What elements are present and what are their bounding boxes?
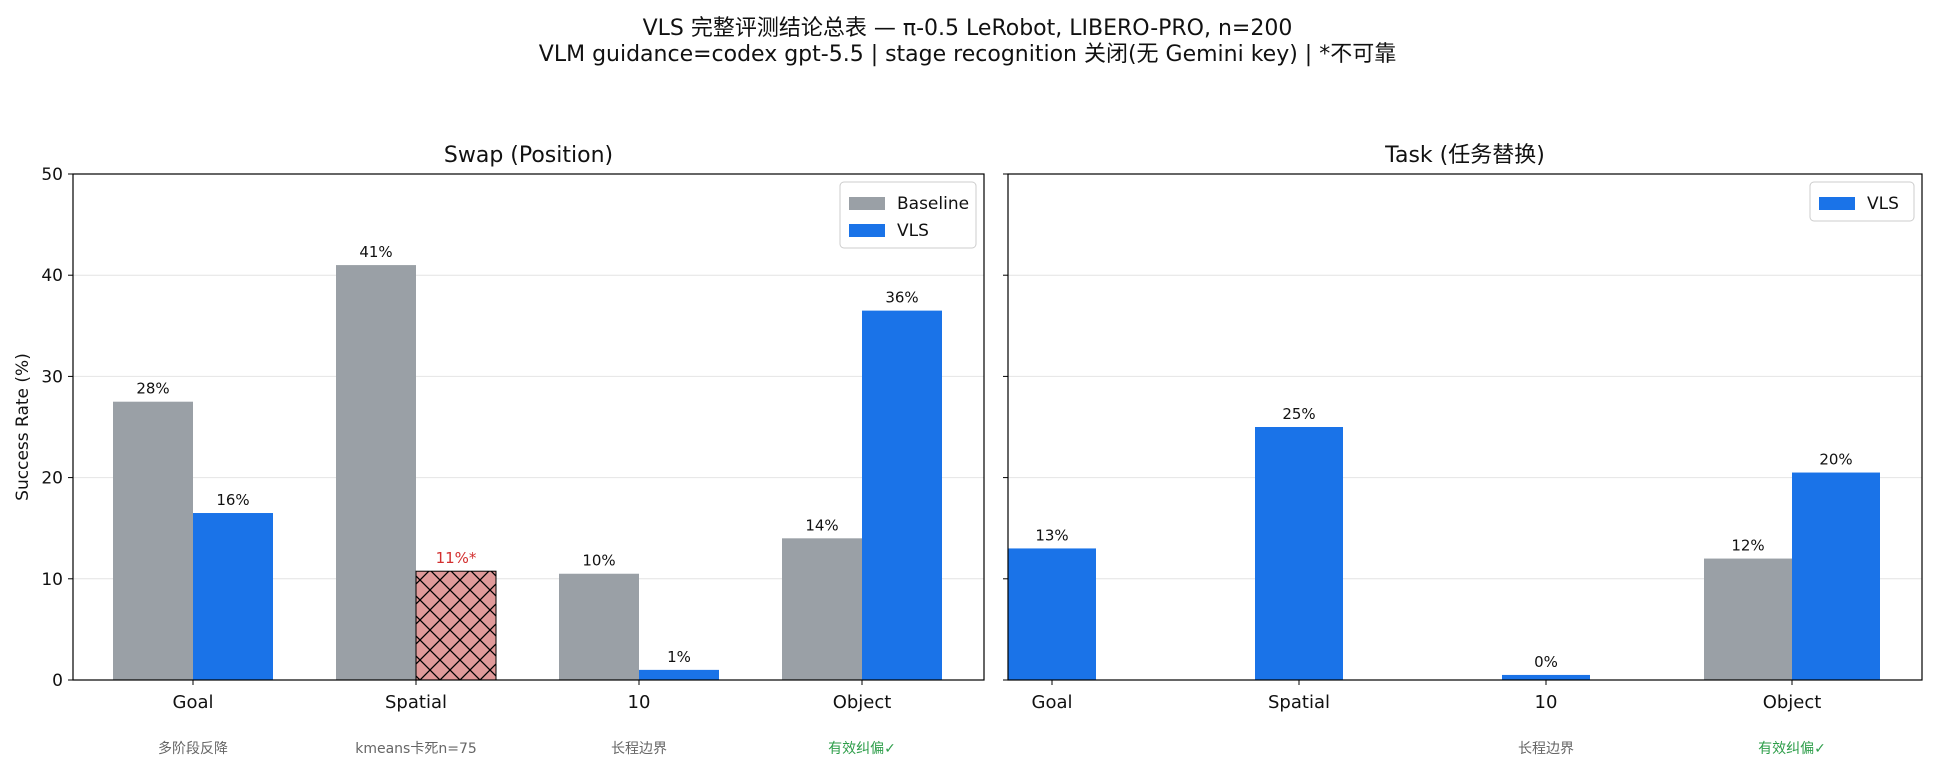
category-note: 长程边界 bbox=[1518, 741, 1574, 757]
bar-vls-10 bbox=[1502, 674, 1590, 680]
legend-box bbox=[1809, 181, 1915, 222]
y-tick-label: 30 bbox=[41, 367, 63, 387]
plot-frame bbox=[1007, 173, 1923, 681]
y-tick-label: 50 bbox=[41, 165, 63, 185]
bar-vls-Spatial bbox=[415, 570, 497, 681]
bar-baseline-Object bbox=[782, 538, 862, 680]
bar-vls-Spatial bbox=[1255, 427, 1343, 680]
bar-label-baseline: 41% bbox=[359, 243, 392, 261]
legend-label: VLS bbox=[897, 221, 929, 241]
bar-baseline-Spatial bbox=[336, 265, 416, 680]
category-note: 长程边界 bbox=[611, 741, 667, 757]
panel-title: Swap (Position) bbox=[444, 143, 613, 168]
bar-label-baseline: 12% bbox=[1731, 537, 1764, 555]
x-tick-label: Object bbox=[833, 692, 892, 713]
bar-label-vls: 20% bbox=[1819, 451, 1852, 469]
category-note: 多阶段反降 bbox=[158, 740, 228, 757]
x-tick-label: Spatial bbox=[385, 692, 447, 713]
y-tick-label: 20 bbox=[41, 469, 63, 489]
plot-frame bbox=[72, 173, 985, 681]
legend-swatch-vls bbox=[1819, 197, 1855, 210]
y-tick-label: 0 bbox=[52, 671, 63, 691]
bar-label-baseline: 28% bbox=[136, 380, 169, 398]
x-tick-label: Goal bbox=[1032, 692, 1073, 713]
legend-swatch-baseline bbox=[849, 197, 885, 210]
bar-label-baseline: 10% bbox=[582, 552, 615, 570]
bar-baseline-10 bbox=[559, 573, 639, 680]
x-tick-label: Goal bbox=[173, 692, 214, 713]
bar-label-vls: 16% bbox=[216, 491, 249, 509]
category-note: 有效纠偏✓ bbox=[1758, 741, 1826, 757]
bar-vls-Object bbox=[862, 310, 942, 680]
bar-label-vls: 13% bbox=[1035, 526, 1068, 544]
legend: VLS bbox=[1809, 181, 1915, 222]
category-note: kmeans卡死n=75 bbox=[355, 741, 477, 757]
y-axis-label: Success Rate (%) bbox=[13, 353, 33, 501]
legend-swatch-vls bbox=[849, 224, 885, 237]
bar-label-vls: 25% bbox=[1282, 405, 1315, 423]
chart-panel-2: Task (任务替换) 13% Goal 25% Spatial 0% 10 长程边界 12% 2… bbox=[1003, 143, 1923, 757]
bar-vls-Object bbox=[1792, 472, 1880, 680]
bar-label-vls: 36% bbox=[885, 289, 918, 307]
legend: Baseline VLS bbox=[839, 181, 977, 249]
bar-label-baseline: 14% bbox=[805, 516, 838, 534]
chart-panel-1: 0 10 20 30 40 50 Success Rate (%) Swap (Positio… bbox=[13, 143, 985, 757]
x-tick-label: Object bbox=[1763, 692, 1822, 713]
y-tick-label: 10 bbox=[41, 570, 63, 590]
x-tick-label: Spatial bbox=[1268, 692, 1330, 713]
legend-label: Baseline bbox=[897, 194, 969, 214]
bar-vls-10 bbox=[639, 669, 719, 680]
figure-title: VLS 完整评测结论总表 — π-0.5 LeRobot, LIBERO-PRO… bbox=[642, 16, 1293, 41]
x-tick-label: 10 bbox=[628, 692, 651, 713]
figure-subtitle: VLM guidance=codex gpt-5.5 | stage recog… bbox=[538, 42, 1397, 67]
bar-label-vls: 0% bbox=[1534, 653, 1558, 671]
panel-title: Task (任务替换) bbox=[1384, 143, 1545, 168]
category-note: 有效纠偏✓ bbox=[828, 741, 896, 757]
legend-label: VLS bbox=[1867, 194, 1899, 214]
bar-label-vls: 1% bbox=[667, 648, 691, 666]
bar-label-vls: 11%* bbox=[436, 549, 477, 567]
bar-vls-Goal bbox=[1008, 548, 1096, 680]
y-tick-label: 40 bbox=[41, 266, 63, 286]
bar-baseline-Goal bbox=[113, 401, 193, 680]
bar-vls-Goal bbox=[193, 513, 273, 680]
x-tick-label: 10 bbox=[1535, 692, 1558, 713]
bar-baseline-Object bbox=[1704, 558, 1792, 680]
